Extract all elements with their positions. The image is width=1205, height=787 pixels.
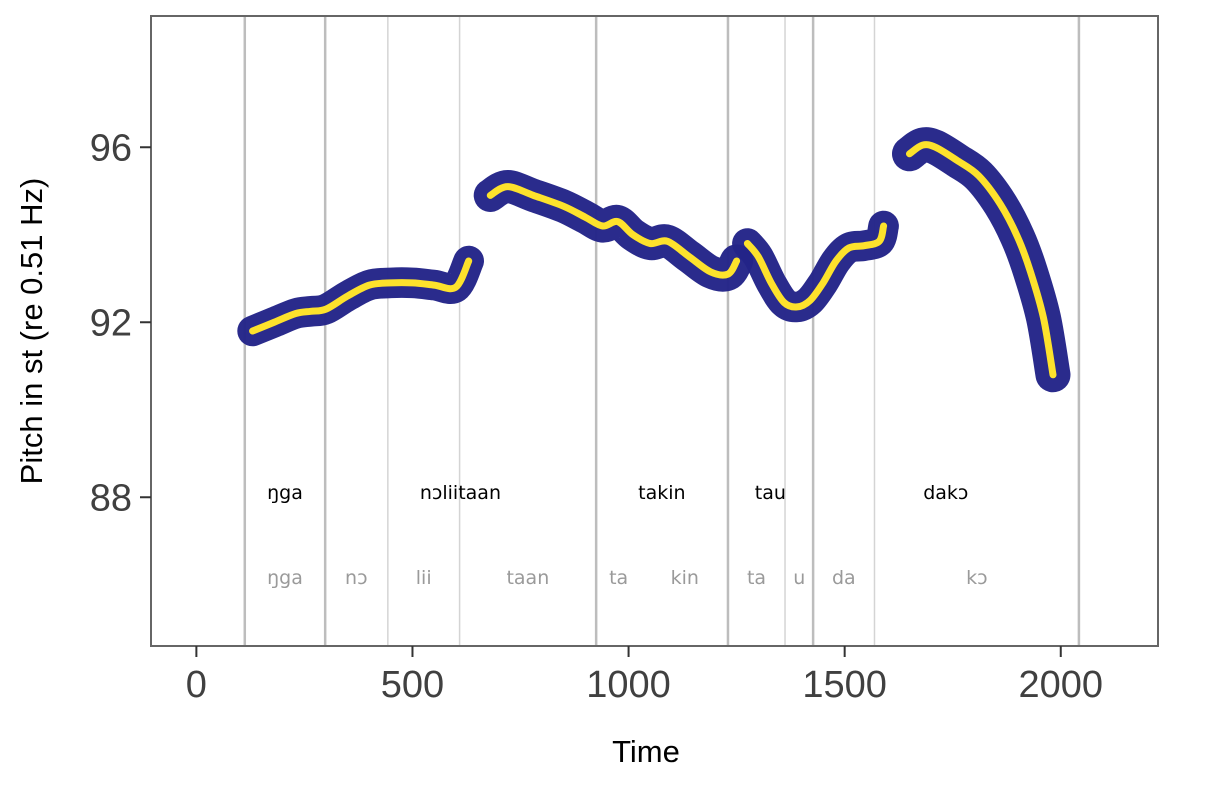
pitch-lines bbox=[249, 141, 1057, 379]
y-axis-title: Pitch in st (re 0.51 Hz) bbox=[14, 178, 49, 485]
pitch-bands bbox=[237, 127, 1071, 393]
word-label: takin bbox=[638, 482, 685, 504]
syllable-label: u bbox=[793, 567, 805, 589]
syllable-label: kin bbox=[671, 567, 699, 589]
x-tick-label: 2000 bbox=[1018, 664, 1103, 706]
y-tick-label: 96 bbox=[90, 127, 132, 169]
syllable-label: ŋga bbox=[267, 567, 303, 589]
pitch-line bbox=[906, 141, 1057, 379]
x-tick-label: 500 bbox=[381, 664, 444, 706]
pitch-line bbox=[743, 222, 888, 311]
x-tick-label: 0 bbox=[186, 664, 207, 706]
word-label: dakɔ bbox=[923, 482, 968, 504]
syllable-label: taan bbox=[506, 567, 549, 589]
y-axis: 88 92 96 bbox=[90, 127, 151, 519]
pitch-line bbox=[486, 183, 741, 279]
boundary-lines bbox=[243, 16, 1081, 646]
x-tick-label: 1500 bbox=[802, 664, 887, 706]
word-label: ŋga bbox=[267, 482, 303, 504]
syllable-label: lii bbox=[416, 567, 432, 589]
x-tick-label: 1000 bbox=[586, 664, 671, 706]
word-label: tau bbox=[755, 482, 786, 504]
pitch-line bbox=[249, 257, 473, 335]
syllable-label: kɔ bbox=[966, 567, 987, 589]
syllable-label: ta bbox=[747, 567, 766, 589]
syllable-label: da bbox=[832, 567, 856, 589]
syllable-label: nɔ bbox=[345, 567, 367, 589]
plot-frame bbox=[150, 15, 1159, 647]
syllable-label: ta bbox=[609, 567, 628, 589]
word-label: nɔliitaan bbox=[420, 482, 501, 504]
x-axis: 0 500 1000 1500 2000 bbox=[186, 646, 1103, 706]
x-axis-title: Time bbox=[612, 734, 680, 769]
y-tick-label: 92 bbox=[90, 302, 132, 344]
y-tick-label: 88 bbox=[90, 477, 132, 519]
